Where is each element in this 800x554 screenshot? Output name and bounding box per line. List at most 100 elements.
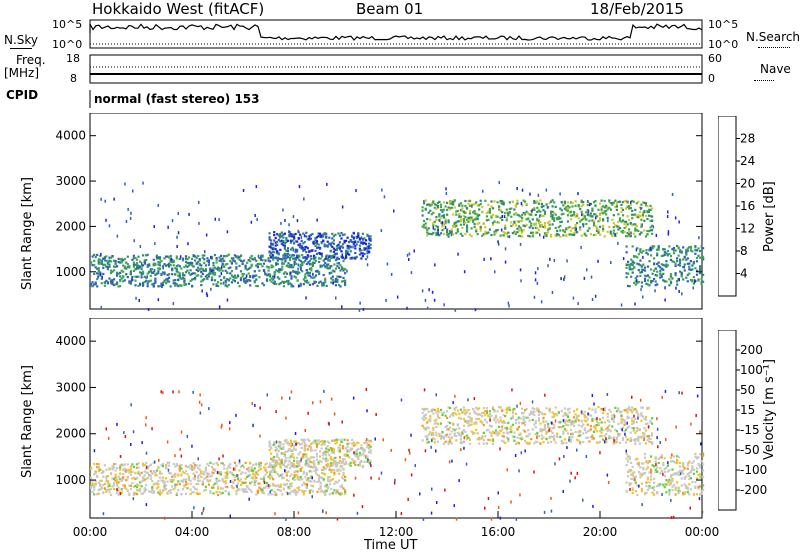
echo-mark <box>621 229 625 233</box>
echo-mark <box>279 236 282 239</box>
echo-mark <box>206 473 209 476</box>
echo-mark <box>623 227 626 230</box>
echo-mark <box>239 278 243 281</box>
echo-mark <box>326 245 329 248</box>
echo-mark <box>602 218 605 221</box>
echo-mark <box>281 258 284 261</box>
echo-mark <box>273 256 276 260</box>
echo-mark <box>174 282 177 285</box>
echo-mark <box>235 262 238 265</box>
echo-mark <box>444 433 447 437</box>
echo-mark <box>328 476 331 479</box>
echo-mark <box>303 197 305 201</box>
echo-mark <box>527 429 530 432</box>
echo-mark <box>482 424 485 427</box>
echo-mark <box>161 271 165 274</box>
echo-mark <box>368 237 370 241</box>
echo-mark <box>125 479 128 482</box>
echo-mark <box>93 264 96 267</box>
echo-mark <box>640 406 643 409</box>
echo-mark <box>332 450 335 453</box>
echo-mark <box>229 277 232 280</box>
echo-mark <box>342 267 345 270</box>
echo-mark <box>283 245 286 248</box>
echo-mark <box>295 470 298 473</box>
echo-mark <box>559 235 562 238</box>
echo-mark <box>630 258 633 261</box>
echo-mark <box>288 257 292 260</box>
echo-mark <box>360 444 363 447</box>
echo-mark <box>317 462 320 466</box>
echo-mark <box>273 464 276 467</box>
echo-mark <box>474 308 477 312</box>
echo-mark <box>468 412 472 415</box>
echo-mark <box>615 430 618 433</box>
echo-mark <box>424 199 427 202</box>
echo-mark <box>323 232 326 235</box>
echo-mark <box>349 461 352 464</box>
echo-mark <box>119 468 122 471</box>
echo-mark <box>328 453 331 457</box>
echo-mark <box>171 267 174 270</box>
echo-mark <box>559 221 562 224</box>
echo-mark <box>450 413 453 416</box>
echo-mark <box>241 464 244 467</box>
echo-mark <box>157 298 160 302</box>
echo-mark <box>605 441 608 444</box>
echo-mark <box>152 470 155 473</box>
echo-mark <box>119 279 122 283</box>
echo-mark <box>553 201 556 204</box>
echo-mark <box>645 468 648 471</box>
echo-mark <box>212 462 215 465</box>
echo-mark <box>656 254 659 257</box>
echo-mark <box>328 493 331 496</box>
echo-mark <box>599 217 602 220</box>
echo-mark <box>291 239 294 242</box>
echo-mark <box>224 471 227 474</box>
echo-mark <box>226 271 229 274</box>
echo-mark <box>104 199 106 203</box>
echo-mark <box>531 235 534 238</box>
echo-mark <box>450 202 453 205</box>
echo-mark <box>192 477 195 480</box>
echo-mark <box>184 260 188 263</box>
echo-mark <box>310 489 313 492</box>
echo-mark <box>360 447 363 450</box>
echo-mark <box>106 260 109 263</box>
echo-mark <box>533 206 536 210</box>
echo-mark <box>267 257 270 260</box>
echo-mark <box>172 474 175 477</box>
echo-mark <box>548 220 551 223</box>
echo-mark <box>282 443 285 446</box>
echo-mark <box>212 264 215 267</box>
echo-mark <box>311 283 314 286</box>
echo-mark <box>537 435 540 438</box>
echo-mark <box>537 193 540 197</box>
echo-mark <box>261 265 264 268</box>
echo-mark <box>586 213 589 216</box>
echo-mark <box>132 254 135 257</box>
echo-mark <box>334 463 337 466</box>
echo-mark <box>134 484 137 487</box>
echo-mark <box>97 470 100 473</box>
echo-mark <box>656 491 659 494</box>
echo-mark <box>340 438 343 441</box>
echo-mark <box>291 254 294 257</box>
echo-mark <box>345 252 348 255</box>
echo-mark <box>343 257 346 260</box>
echo-mark <box>210 471 214 474</box>
echo-mark <box>487 231 490 234</box>
echo-mark <box>250 469 253 472</box>
echo-mark <box>239 483 243 486</box>
echo-mark <box>355 453 358 456</box>
echo-mark <box>327 486 330 489</box>
echo-mark <box>278 268 280 271</box>
echo-mark <box>341 458 345 461</box>
echo-mark <box>547 228 550 231</box>
echo-mark <box>295 491 298 494</box>
echo-mark <box>594 216 597 220</box>
echo-mark <box>296 478 299 481</box>
echo-mark <box>330 479 333 482</box>
echo-mark <box>513 230 516 233</box>
echo-mark <box>476 438 479 441</box>
